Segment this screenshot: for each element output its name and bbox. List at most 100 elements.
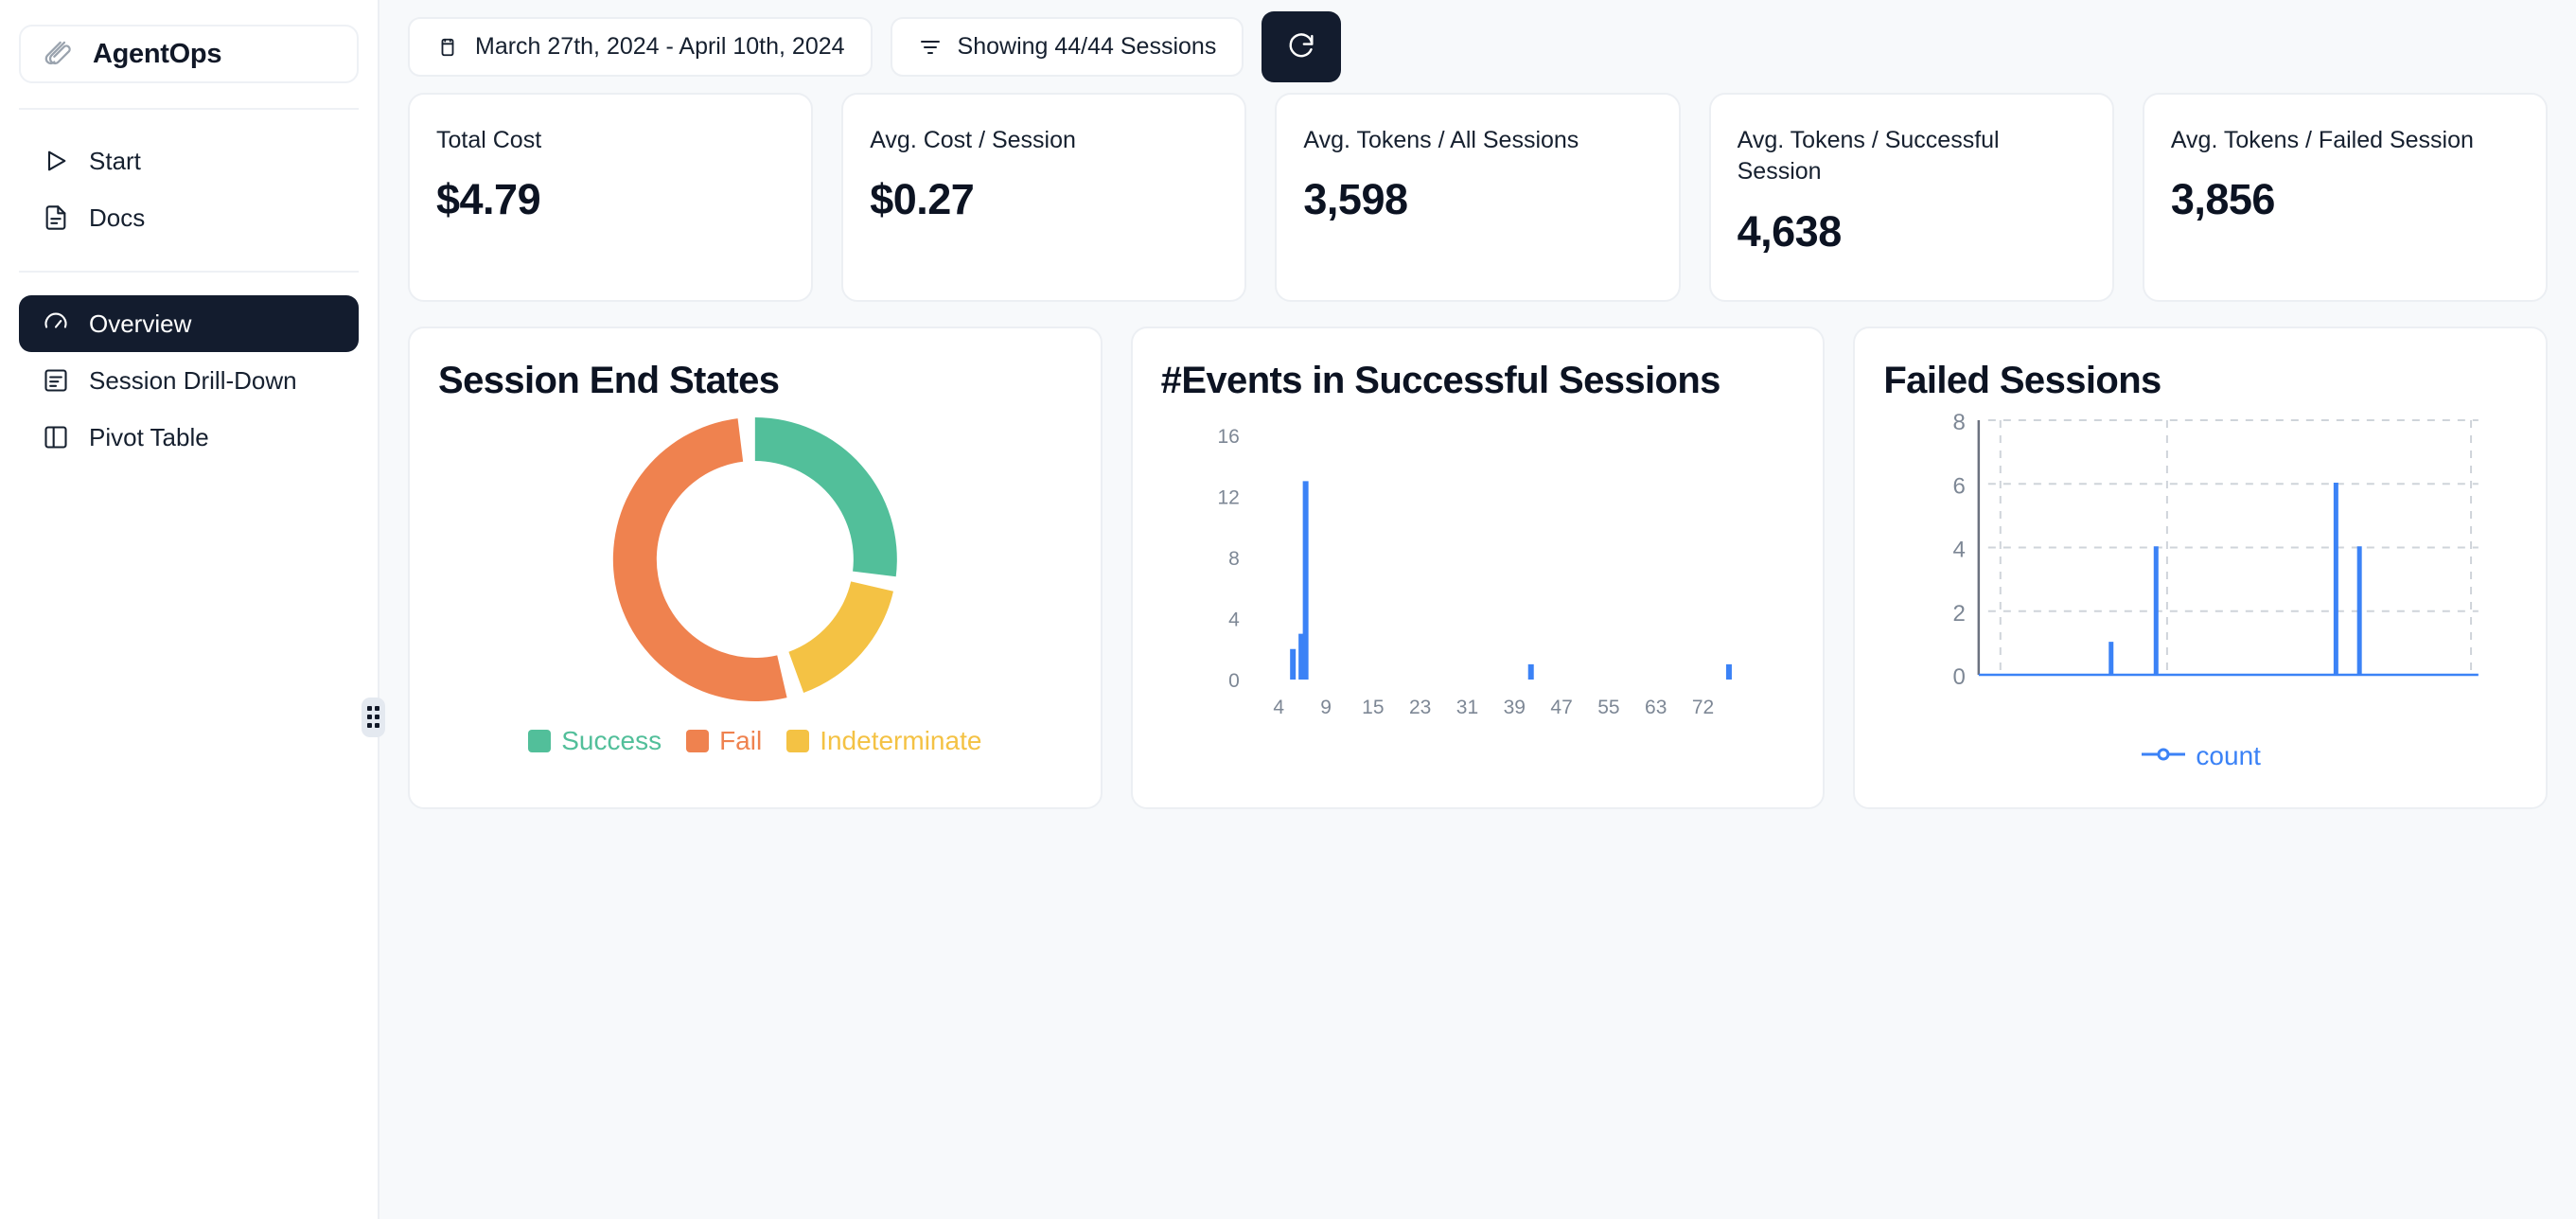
sidebar-item-docs[interactable]: Docs <box>19 189 359 246</box>
sidebar-item-start[interactable]: Start <box>19 132 359 189</box>
metric-card-avg-tokens-successful-session: Avg. Tokens / Successful Session 4,638 <box>1708 93 2114 302</box>
legend-swatch-indeterminate <box>786 730 810 753</box>
legend-label-count: count <box>2196 741 2261 771</box>
metric-label: Total Cost <box>436 127 542 153</box>
x-axis-tick-label: 72 <box>1692 697 1714 718</box>
metric-card-avg-tokens-all-sessions: Avg. Tokens / All Sessions 3,598 <box>1275 93 1681 302</box>
play-icon <box>42 147 70 175</box>
sidebar-item-label: Docs <box>89 203 146 232</box>
legend-label-fail: Fail <box>719 726 763 756</box>
y-axis-tick-label: 0 <box>1228 670 1240 692</box>
x-axis-tick-label: 15 <box>1362 697 1384 718</box>
events-bar-chart-svg[interactable]: 16 12 8 4 0 4 9 15 23 31 39 47 55 63 72 <box>1161 403 1795 763</box>
sidebar: AgentOps Start Docs <box>0 0 385 1219</box>
y-axis-tick-label: 16 <box>1217 426 1239 448</box>
list-box-icon <box>42 366 70 395</box>
x-axis-tick-label: 39 <box>1503 697 1525 718</box>
legend-item-fail[interactable]: Fail <box>686 726 762 756</box>
sidebar-item-label: Overview <box>89 309 192 338</box>
donut-slice-indeterminate[interactable] <box>788 581 893 694</box>
main-content: March 27th, 2024 - April 10th, 2024 Show… <box>379 0 2576 1219</box>
y-axis-tick-label: 8 <box>1228 548 1240 570</box>
brand-name: AgentOps <box>93 38 222 69</box>
chart-card-session-end-states: Session End States Success Fail <box>408 327 1103 809</box>
donut-chart[interactable] <box>438 403 1072 720</box>
x-axis-tick-label: 31 <box>1456 697 1477 718</box>
legend-item-success[interactable]: Success <box>528 726 662 756</box>
sidebar-item-session-drill-down[interactable]: Session Drill-Down <box>19 352 359 409</box>
legend-swatch-fail <box>686 730 710 753</box>
refresh-icon <box>1285 29 1317 64</box>
y-axis-tick-label: 6 <box>1953 473 1966 499</box>
legend-label-indeterminate: Indeterminate <box>820 726 982 756</box>
line-marker-icon <box>2140 746 2187 768</box>
metric-label: Avg. Tokens / All Sessions <box>1303 127 1579 153</box>
metric-label: Avg. Tokens / Failed Session <box>2170 127 2474 153</box>
donut-chart-svg[interactable] <box>438 403 1072 716</box>
failed-sessions-legend[interactable]: count <box>1883 741 2517 771</box>
panel-split-icon <box>42 423 70 451</box>
y-axis-tick-label: 4 <box>1228 610 1240 631</box>
metric-value: 3,856 <box>2170 175 2276 224</box>
donut-slice-success[interactable] <box>754 417 897 577</box>
events-bar-chart[interactable]: 16 12 8 4 0 4 9 15 23 31 39 47 55 63 72 <box>1161 403 1795 768</box>
brand-logo-button[interactable]: AgentOps <box>19 25 359 83</box>
donut-legend: Success Fail Indeterminate <box>438 726 1072 756</box>
chart-title: Failed Sessions <box>1883 360 2161 401</box>
sidebar-divider-mid <box>19 271 359 273</box>
bar[interactable] <box>1297 633 1304 680</box>
failed-sessions-line-chart[interactable]: 8 6 4 2 0 <box>1883 403 2517 739</box>
date-range-picker[interactable]: March 27th, 2024 - April 10th, 2024 <box>408 17 873 77</box>
chart-card-events-in-successful-sessions: #Events in Successful Sessions 16 12 8 4 0 4 9… <box>1130 327 1826 809</box>
x-axis-tick-label: 4 <box>1273 697 1284 718</box>
bar[interactable] <box>1302 481 1309 680</box>
y-axis-tick-label: 8 <box>1953 410 1966 435</box>
document-icon <box>42 203 70 232</box>
sidebar-item-overview[interactable]: Overview <box>19 295 359 352</box>
bar[interactable] <box>1527 664 1534 680</box>
x-axis-tick-label: 55 <box>1597 697 1619 718</box>
metric-value: 4,638 <box>1737 206 1843 256</box>
legend-item-indeterminate[interactable]: Indeterminate <box>786 726 981 756</box>
x-axis-tick-label: 9 <box>1320 697 1332 718</box>
toolbar: March 27th, 2024 - April 10th, 2024 Show… <box>408 0 2548 87</box>
y-axis-tick-label: 4 <box>1953 538 1966 563</box>
x-axis-tick-label: 23 <box>1409 697 1431 718</box>
legend-label-success: Success <box>561 726 662 756</box>
filter-icon <box>918 35 943 60</box>
y-axis-tick-label: 12 <box>1217 487 1239 509</box>
metric-card-row: Total Cost $4.79 Avg. Cost / Session $0.… <box>408 93 2549 302</box>
y-axis-tick-label: 0 <box>1953 664 1966 690</box>
metric-label: Avg. Tokens / Successful Session <box>1737 127 2000 186</box>
metric-value: $0.27 <box>870 175 975 224</box>
gauge-icon <box>42 309 70 338</box>
paperclip-logo-icon <box>44 38 76 70</box>
x-axis-tick-label: 47 <box>1550 697 1572 718</box>
sidebar-item-label: Session Drill-Down <box>89 365 297 395</box>
metric-value: $4.79 <box>436 175 541 224</box>
calendar-icon <box>435 35 460 60</box>
chart-card-failed-sessions: Failed Sessions 8 6 4 2 0 count <box>1853 327 2549 809</box>
legend-swatch-success <box>528 730 552 753</box>
failed-sessions-line-chart-svg[interactable]: 8 6 4 2 0 <box>1883 403 2517 734</box>
chart-title: #Events in Successful Sessions <box>1160 360 1721 401</box>
line-series-count[interactable] <box>1979 483 2479 677</box>
metric-card-avg-cost-session: Avg. Cost / Session $0.27 <box>841 93 1247 302</box>
donut-slice-fail[interactable] <box>612 418 787 702</box>
metric-card-avg-tokens-failed-session: Avg. Tokens / Failed Session 3,856 <box>2142 93 2549 302</box>
bar[interactable] <box>1289 648 1296 680</box>
sidebar-resize-handle[interactable] <box>362 698 385 737</box>
refresh-button[interactable] <box>1262 11 1342 82</box>
y-axis-tick-label: 2 <box>1953 601 1966 627</box>
sidebar-divider-top <box>19 108 359 110</box>
metric-value: 3,598 <box>1303 175 1408 224</box>
chart-card-row: Session End States Success Fail <box>408 327 2549 809</box>
sessions-filter-button[interactable]: Showing 44/44 Sessions <box>890 17 1244 77</box>
bar[interactable] <box>1725 664 1732 680</box>
metric-label: Avg. Cost / Session <box>870 127 1076 153</box>
date-range-label: March 27th, 2024 - April 10th, 2024 <box>475 33 845 60</box>
sessions-filter-label: Showing 44/44 Sessions <box>957 33 1217 60</box>
metric-card-total-cost: Total Cost $4.79 <box>408 93 814 302</box>
sidebar-item-label: Pivot Table <box>89 422 209 451</box>
sidebar-item-pivot-table[interactable]: Pivot Table <box>19 409 359 466</box>
